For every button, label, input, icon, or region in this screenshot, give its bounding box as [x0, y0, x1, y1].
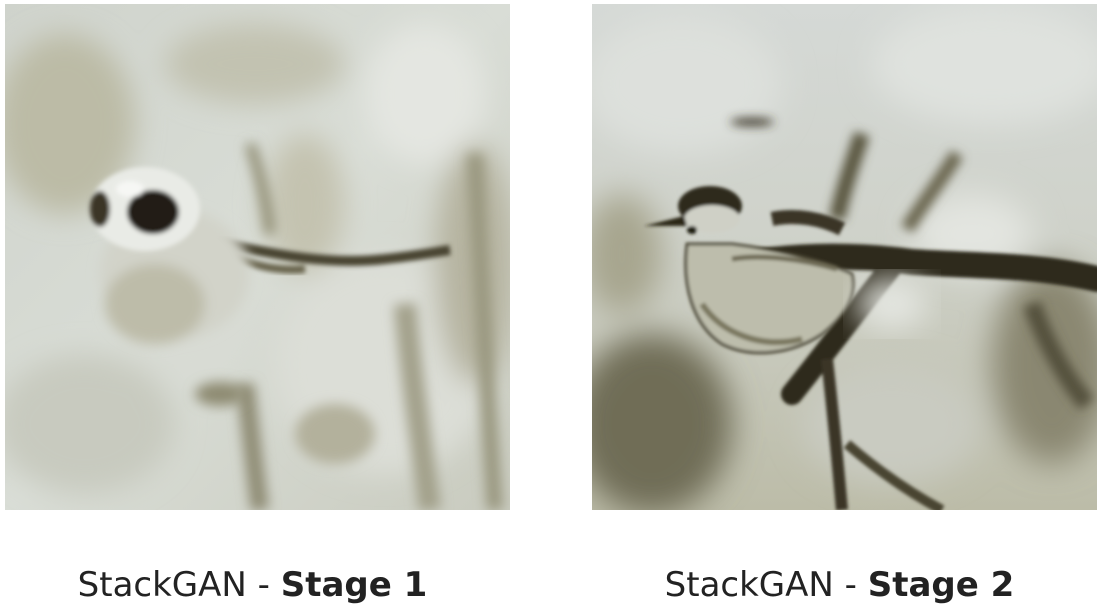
stage-1-caption: StackGAN - Stage 1: [0, 560, 505, 610]
stage-2-caption: StackGAN - Stage 2: [587, 560, 1092, 610]
stage-1-caption-prefix: StackGAN -: [77, 565, 281, 605]
stage-1-caption-label: Stage 1: [280, 565, 428, 605]
stage-2-image: [592, 4, 1097, 510]
stage-2-caption-prefix: StackGAN -: [664, 565, 868, 605]
stage-1-image: [5, 4, 510, 510]
stage-2-caption-label: Stage 2: [867, 565, 1015, 605]
